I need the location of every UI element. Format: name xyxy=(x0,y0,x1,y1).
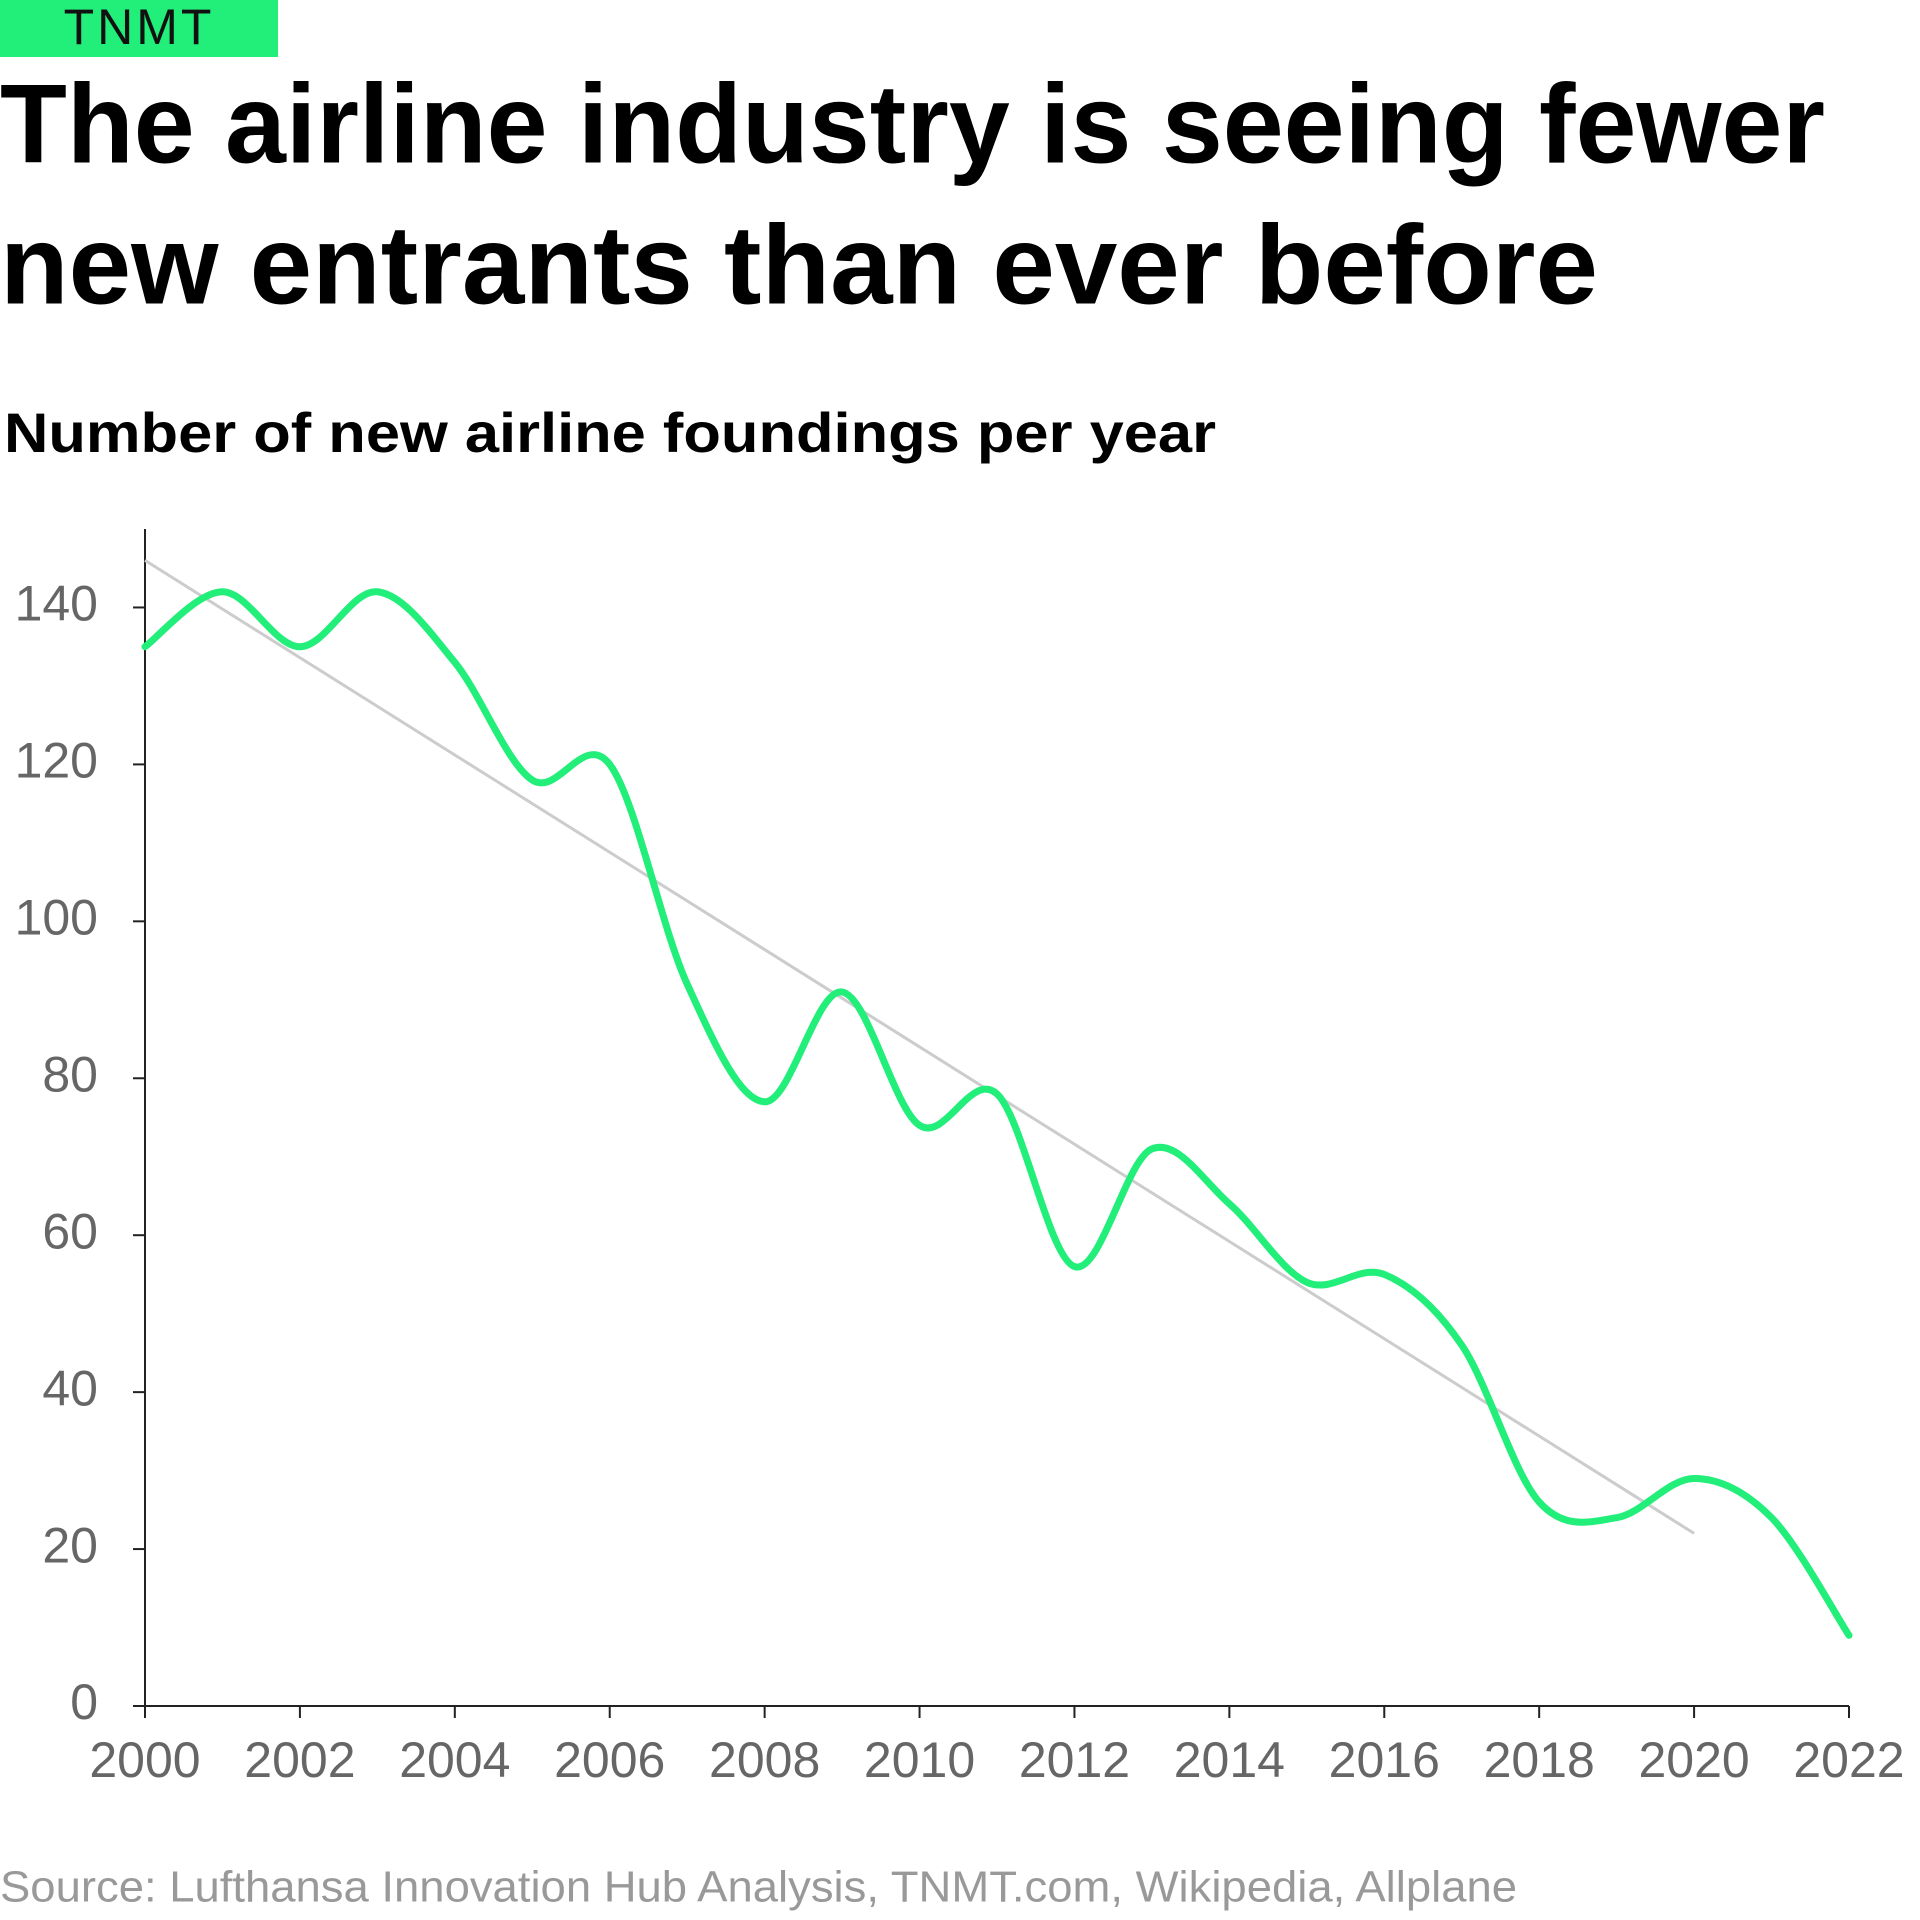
y-tick-label: 140 xyxy=(15,576,98,632)
y-tick-label: 0 xyxy=(70,1674,98,1730)
trend-line xyxy=(144,559,1695,1535)
y-tick-label: 100 xyxy=(15,890,98,946)
y-tick-label: 60 xyxy=(42,1203,98,1259)
x-tick-label: 2022 xyxy=(1793,1732,1904,1788)
y-tick-label: 20 xyxy=(42,1517,98,1573)
logo-box xyxy=(0,0,278,57)
source: Source: Lufthansa Innovation Hub Analysi… xyxy=(0,1863,1517,1912)
x-tick-label: 2008 xyxy=(709,1732,820,1788)
x-tick-label: 2006 xyxy=(554,1732,665,1788)
chart-title: The airline industry is seeing fewer xyxy=(0,62,1825,187)
x-tick-label: 2002 xyxy=(244,1732,355,1788)
x-tick-label: 2004 xyxy=(399,1732,510,1788)
x-tick-label: 2014 xyxy=(1174,1732,1285,1788)
x-tick-label: 2012 xyxy=(1019,1732,1130,1788)
data-line xyxy=(141,588,1853,1639)
chart-title: new entrants than ever before xyxy=(0,203,1598,328)
logo: TNMT xyxy=(64,0,215,55)
x-tick-label: 2018 xyxy=(1484,1732,1595,1788)
y-tick-label: 40 xyxy=(42,1360,98,1416)
chart-subtitle: Number of new airline foundings per year xyxy=(4,401,1216,464)
y-tick-label: 80 xyxy=(42,1046,98,1102)
x-tick-label: 2000 xyxy=(89,1732,200,1788)
x-tick-label: 2016 xyxy=(1329,1732,1440,1788)
y-tick-label: 120 xyxy=(15,733,98,789)
x-tick-label: 2010 xyxy=(864,1732,975,1788)
x-tick-label: 2020 xyxy=(1638,1732,1749,1788)
